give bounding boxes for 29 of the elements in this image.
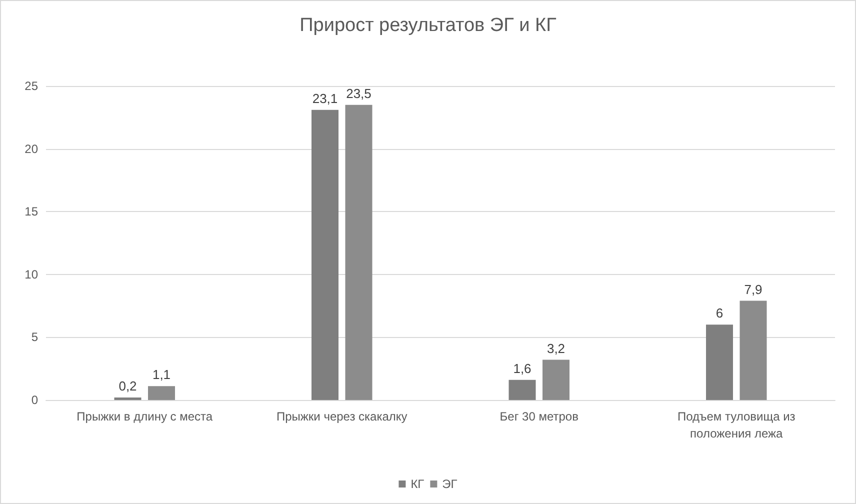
bar — [542, 360, 570, 400]
y-tick-label: 15 — [24, 204, 38, 219]
data-label: 1,1 — [152, 367, 171, 382]
bar — [114, 397, 142, 400]
data-label: 7,9 — [744, 282, 762, 297]
data-label: 3,2 — [546, 340, 566, 356]
bar — [148, 386, 175, 400]
bar — [740, 300, 767, 400]
bar — [345, 104, 372, 400]
x-tick-label: Подъем туловища из положения лежа — [677, 410, 796, 440]
y-tick-label: 0 — [31, 393, 38, 407]
x-tick-label: Прыжки через скакалку — [276, 410, 408, 424]
legend-label: КГ — [410, 477, 425, 491]
x-tick-label: Прыжки в длину с места — [76, 410, 213, 424]
bar — [706, 324, 733, 400]
y-tick-label: 10 — [24, 267, 38, 282]
legend-label: ЭГ — [442, 477, 458, 491]
data-label: 0,2 — [118, 378, 137, 394]
y-tick-label: 25 — [24, 79, 38, 93]
bar — [312, 110, 338, 400]
y-tick-label: 5 — [31, 330, 38, 344]
chart-title: Прирост результатов ЭГ и КГ — [300, 15, 556, 36]
bar — [508, 380, 536, 400]
x-tick-label: Бег 30 метров — [500, 410, 578, 424]
data-label: 1,6 — [513, 360, 532, 376]
y-tick-label: 20 — [24, 142, 38, 156]
data-label: 23,5 — [346, 86, 372, 101]
data-label: 23,1 — [312, 90, 338, 106]
data-label: 6 — [716, 306, 724, 321]
